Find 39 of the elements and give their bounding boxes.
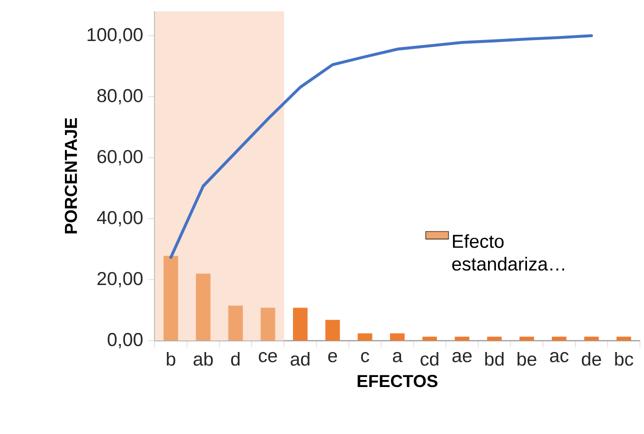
bar — [422, 336, 437, 341]
bar — [164, 256, 178, 341]
x-tick-label: de — [582, 352, 602, 366]
x-tick-label: b — [166, 352, 176, 366]
x-tick-label: d — [231, 352, 240, 366]
x-tick-label: ae — [452, 352, 472, 362]
x-tick-label: ad — [290, 352, 310, 366]
y-tick-label: 60,00 — [98, 150, 143, 166]
bar — [228, 306, 243, 341]
x-tick-label: e — [328, 352, 337, 362]
x-tick-label: ab — [194, 352, 213, 366]
y-tick-label: 80,00 — [97, 88, 143, 104]
x-tick-label: ac — [550, 352, 568, 362]
bar — [487, 336, 502, 341]
x-axis-title: EFECTOS — [358, 374, 438, 388]
x-tick-label: be — [518, 352, 536, 366]
legend-label: Efecto estandariza… — [452, 234, 564, 271]
bar — [584, 336, 599, 341]
bar — [292, 308, 308, 341]
y-tick-label: 0,00 — [108, 332, 143, 348]
x-tick-label: ce — [258, 352, 277, 362]
bar — [325, 320, 340, 341]
y-axis-title: PORCENTAJE — [64, 118, 78, 234]
x-tick-label: bc — [615, 352, 634, 366]
bar — [390, 333, 405, 341]
bar — [552, 336, 566, 341]
x-tick-label: a — [392, 352, 403, 362]
x-tick-label: c — [361, 352, 370, 362]
y-tick-label: 100,00 — [88, 28, 143, 44]
bar — [616, 336, 632, 341]
y-tick-label: 40,00 — [96, 210, 143, 226]
bar — [358, 333, 372, 341]
bar — [260, 308, 276, 341]
y-tick-label: 20,00 — [98, 272, 143, 288]
bar — [454, 336, 470, 341]
bar — [196, 274, 210, 341]
x-tick-label: bd — [485, 352, 504, 366]
x-tick-label: cd — [420, 352, 438, 366]
bar — [519, 336, 534, 341]
